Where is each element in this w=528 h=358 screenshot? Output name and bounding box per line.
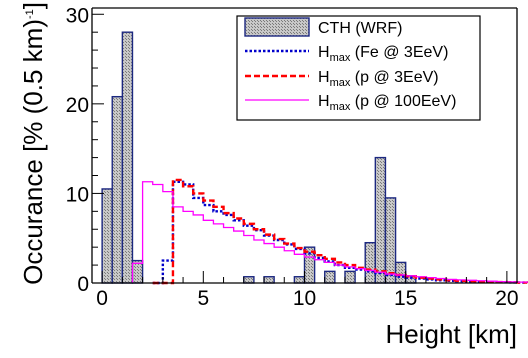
y-axis-label-sup: -1 bbox=[24, 9, 36, 19]
hmax-lines bbox=[131, 178, 528, 285]
hmax-line-1 bbox=[152, 178, 528, 285]
cth-bars bbox=[101, 31, 417, 284]
cth-bar bbox=[131, 259, 144, 284]
cth-bar bbox=[243, 276, 255, 284]
x-tick-label: 10 bbox=[293, 287, 316, 310]
cth-bar bbox=[374, 156, 387, 284]
x-tick-label: 5 bbox=[197, 287, 209, 310]
legend-label-3: Hmax (p @ 100EeV) bbox=[318, 93, 456, 113]
y-tick-label: 10 bbox=[66, 183, 89, 206]
y-axis-label-main: Occurance [% (0.5 km) bbox=[18, 19, 48, 285]
cth-bar bbox=[394, 261, 407, 284]
cth-bar bbox=[384, 197, 397, 284]
y-tick-label: 30 bbox=[66, 4, 89, 27]
cth-bar bbox=[364, 241, 377, 284]
tick-labels: 0 5 10 15 20 0 10 20 30 bbox=[66, 4, 519, 310]
cth-bar bbox=[111, 95, 124, 284]
cth-bar bbox=[344, 270, 356, 284]
y-axis-label-close: ] bbox=[18, 2, 48, 9]
legend-swatch-cth bbox=[244, 17, 310, 37]
cth-bar bbox=[324, 270, 336, 284]
legend-label-1: Hmax (Fe @ 3EeV) bbox=[318, 44, 448, 64]
axes bbox=[91, 7, 518, 284]
x-tick-label: 15 bbox=[394, 287, 417, 310]
cth-bar bbox=[121, 31, 134, 284]
x-tick-label: 20 bbox=[495, 287, 518, 310]
cth-bar bbox=[263, 276, 275, 284]
y-tick-label: 20 bbox=[66, 94, 89, 117]
hmax-line-2 bbox=[131, 181, 528, 283]
hmax-line-0 bbox=[152, 180, 528, 285]
x-axis-label: Height [km] bbox=[386, 319, 518, 349]
cth-bar bbox=[101, 188, 113, 284]
y-axis-label: Occurance [% (0.5 km)-1] bbox=[18, 2, 48, 285]
x-tick-label: 0 bbox=[96, 287, 108, 310]
cth-bar bbox=[293, 276, 306, 284]
legend: CTH (WRF) Hmax (Fe @ 3EeV) Hmax (p @ 3EeV)… bbox=[236, 15, 481, 121]
y-tick-label: 0 bbox=[77, 273, 89, 296]
legend-label-0: CTH (WRF) bbox=[318, 20, 402, 37]
legend-label-2: Hmax (p @ 3EeV) bbox=[318, 69, 439, 89]
